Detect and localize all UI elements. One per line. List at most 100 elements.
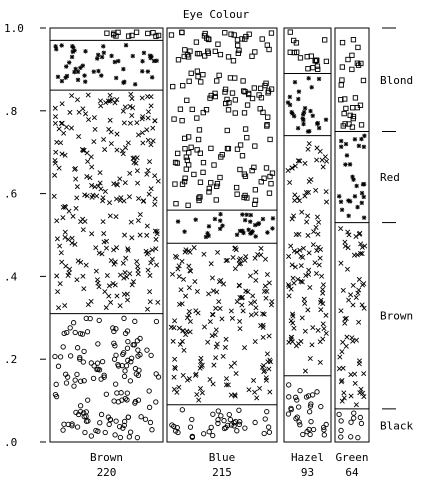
mark-blond-hair xyxy=(104,30,110,36)
mark-brown-hair xyxy=(59,101,65,107)
mark-brown-hair xyxy=(295,276,301,282)
mark-brown-hair xyxy=(148,260,154,266)
mark-red-hair xyxy=(234,232,240,237)
mark-red-hair xyxy=(252,222,258,228)
mark-black-hair xyxy=(119,397,125,403)
mark-brown-hair xyxy=(252,339,258,345)
y-tick-label: .6 xyxy=(4,188,17,201)
mark-brown-hair xyxy=(358,386,364,392)
mark-black-hair xyxy=(64,374,71,380)
mark-black-hair xyxy=(146,388,152,394)
mark-brown-hair xyxy=(100,219,106,225)
mark-brown-hair xyxy=(201,324,208,330)
mark-brown-hair xyxy=(296,198,302,204)
mark-brown-hair xyxy=(288,318,294,324)
mark-brown-hair xyxy=(111,247,117,253)
mark-blond-hair xyxy=(287,49,293,55)
mark-brown-hair xyxy=(127,120,133,126)
mark-black-hair xyxy=(77,403,84,409)
mark-brown-hair xyxy=(93,245,99,251)
mark-black-hair xyxy=(294,397,300,403)
mark-black-hair xyxy=(81,348,87,355)
mark-brown-hair xyxy=(299,209,305,215)
mark-black-hair xyxy=(227,416,234,423)
mark-brown-hair xyxy=(54,139,60,145)
mark-brown-hair xyxy=(194,391,200,397)
mark-blond-hair xyxy=(263,165,270,171)
mark-brown-hair xyxy=(52,105,58,111)
mark-brown-hair xyxy=(150,138,156,144)
mark-black-hair xyxy=(225,422,231,429)
mark-brown-hair xyxy=(152,228,158,234)
mark-brown-hair xyxy=(97,180,103,186)
mark-red-hair xyxy=(359,136,364,142)
mark-brown-hair xyxy=(59,151,65,157)
mark-black-hair xyxy=(228,422,234,428)
mark-brown-hair xyxy=(299,315,305,321)
mark-brown-hair xyxy=(317,359,323,365)
mark-red-hair xyxy=(154,58,159,63)
mark-blond-hair xyxy=(185,202,191,208)
mark-brown-hair xyxy=(56,165,62,171)
mark-red-hair xyxy=(75,69,81,75)
mark-brown-hair xyxy=(240,308,246,314)
mark-black-hair xyxy=(234,428,240,434)
mark-blond-hair xyxy=(232,75,238,81)
mark-brown-hair xyxy=(102,289,108,295)
mark-red-hair xyxy=(91,69,96,74)
mark-brown-hair xyxy=(122,232,128,238)
mark-red-hair xyxy=(96,68,101,74)
mark-blond-hair xyxy=(268,181,274,187)
mark-brown-hair xyxy=(102,188,108,194)
mark-brown-hair xyxy=(297,247,303,253)
mark-brown-hair xyxy=(289,339,295,345)
mark-black-hair xyxy=(261,430,267,437)
mark-brown-hair xyxy=(243,254,249,260)
mark-black-hair xyxy=(113,352,119,358)
mark-red-hair xyxy=(352,137,358,142)
mark-brown-hair xyxy=(129,282,135,288)
mark-black-hair xyxy=(296,419,302,425)
mark-blond-hair xyxy=(257,85,264,91)
mark-black-hair xyxy=(286,394,292,400)
mark-brown-hair xyxy=(180,276,187,282)
mark-brown-hair xyxy=(306,178,312,184)
mark-blond-hair xyxy=(242,126,249,132)
mark-black-hair xyxy=(351,415,357,421)
mark-blond-hair xyxy=(231,32,237,38)
mark-blond-hair xyxy=(355,62,362,68)
mark-red-hair xyxy=(101,44,106,49)
mark-brown-hair xyxy=(73,176,79,182)
mark-blond-hair xyxy=(259,36,265,42)
mark-brown-hair xyxy=(134,259,140,265)
mark-brown-hair xyxy=(313,224,319,230)
mark-brown-hair xyxy=(62,234,68,240)
mark-brown-hair xyxy=(287,179,293,186)
mark-red-hair xyxy=(69,54,75,60)
mark-brown-hair xyxy=(322,154,328,160)
mark-brown-hair xyxy=(147,159,153,165)
mark-brown-hair xyxy=(114,131,120,137)
mark-red-hair xyxy=(182,229,187,234)
mark-brown-hair xyxy=(103,305,109,311)
mark-brown-hair xyxy=(317,255,323,261)
mark-red-hair xyxy=(351,177,356,182)
mark-brown-hair xyxy=(113,214,119,220)
mark-brown-hair xyxy=(134,155,140,161)
mark-brown-hair xyxy=(62,302,68,309)
mark-black-hair xyxy=(266,429,273,435)
mark-red-hair xyxy=(316,125,322,131)
mark-red-hair xyxy=(149,75,155,80)
mosaic-column-brown xyxy=(49,27,164,443)
mark-blond-hair xyxy=(179,117,185,124)
mark-red-hair xyxy=(310,113,315,118)
mark-blond-hair xyxy=(236,47,242,54)
mark-red-hair xyxy=(130,53,135,59)
mark-brown-hair xyxy=(242,345,248,351)
mark-brown-hair xyxy=(269,299,275,305)
mark-blond-hair xyxy=(189,106,195,113)
mark-blond-hair xyxy=(354,104,361,111)
mark-black-hair xyxy=(132,398,139,405)
mark-red-hair xyxy=(253,234,258,239)
mark-blond-hair xyxy=(234,37,241,43)
